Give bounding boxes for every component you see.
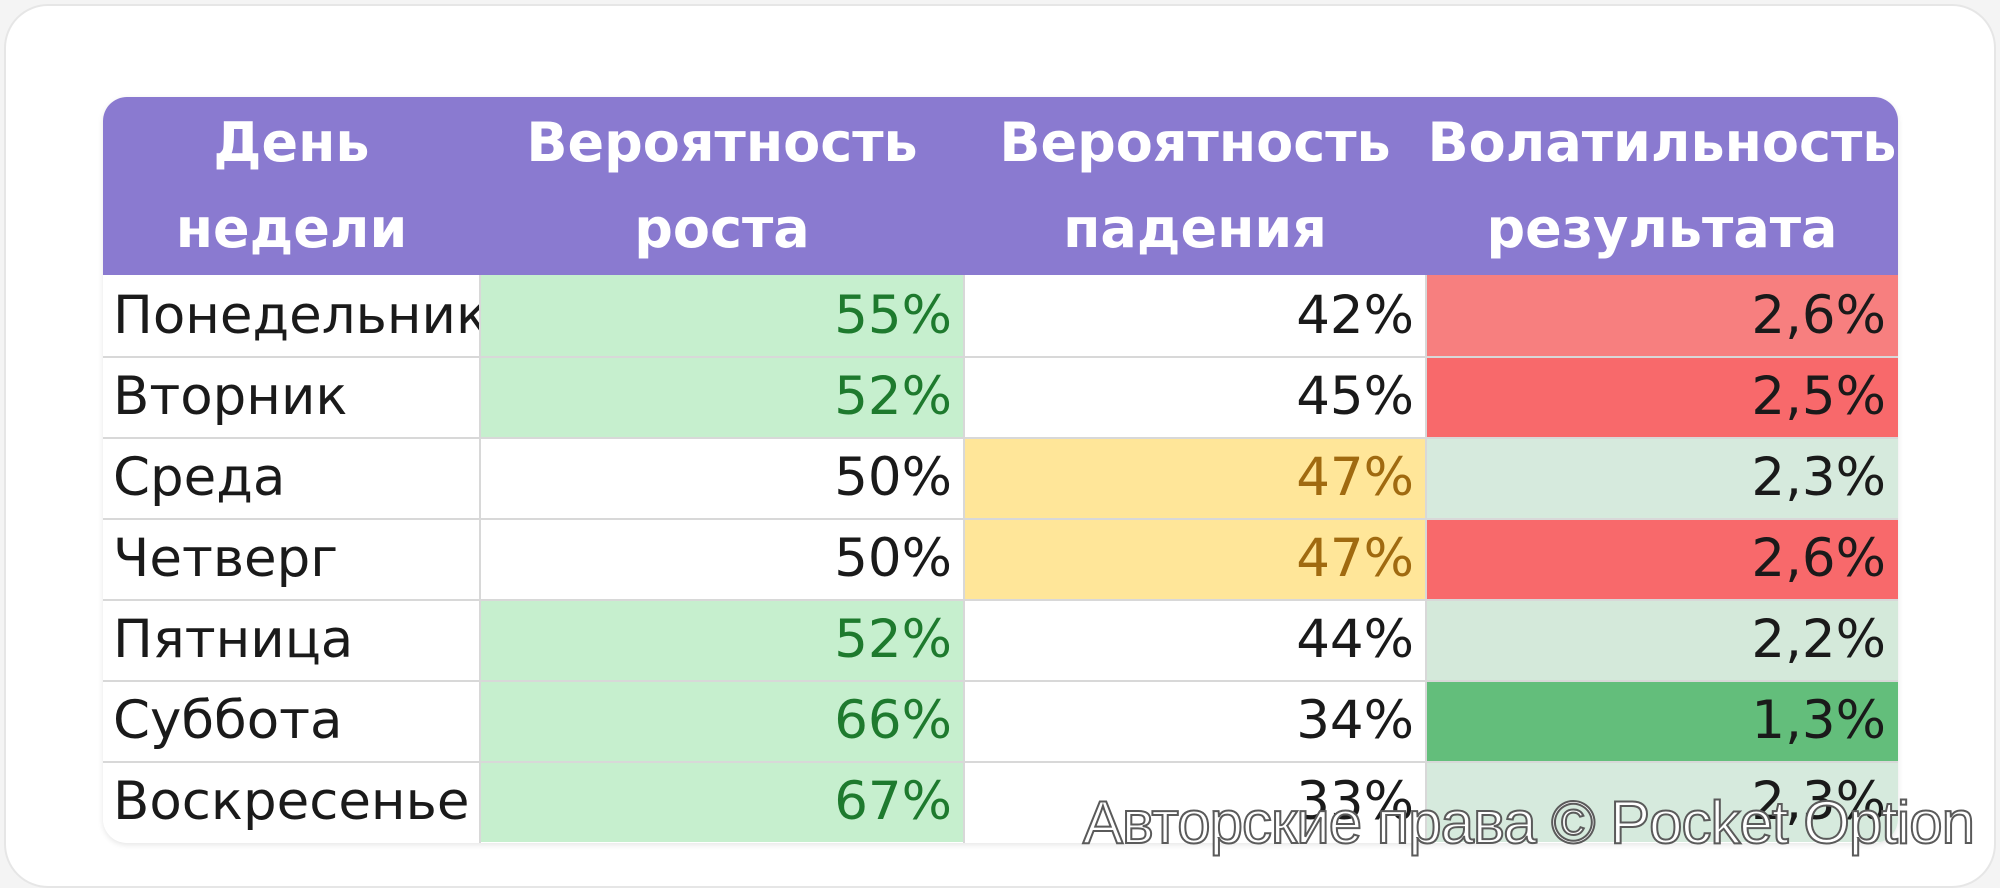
header-volatility: Волатильность результата [1426,97,1898,275]
column-divider [479,275,481,843]
column-divider [1425,275,1427,843]
cell-day: Среда [103,437,480,518]
cell-vol: 1,3% [1426,680,1898,761]
row-divider [103,761,1898,763]
header-rise: Вероятность роста [480,97,964,275]
cell-rise: 55% [480,275,964,356]
cell-rise: 66% [480,680,964,761]
row-divider [103,437,1898,439]
cell-day: Пятница [103,599,480,680]
header-volatility-line2: результата [1486,197,1838,260]
copyright-watermark: Авторские права © Pocket Option [1082,788,1976,857]
cell-fall: 33% [964,761,1426,842]
cell-day: Вторник [103,356,480,437]
cell-rise: 50% [480,437,964,518]
header-fall-line1: Вероятность [999,111,1391,174]
header-rise-line1: Вероятность [526,111,918,174]
cell-vol: 2,3% [1426,437,1898,518]
cell-vol: 2,6% [1426,275,1898,356]
cell-vol: 2,5% [1426,356,1898,437]
cell-rise: 50% [480,518,964,599]
weekday-stats-table: День недели Вероятность роста Вероятность п… [103,97,1898,843]
column-divider [963,275,965,843]
cell-rise: 52% [480,599,964,680]
header-fall: Вероятность падения [964,97,1426,275]
cell-vol: 2,3% [1426,761,1898,842]
table-row: Понедельник 55% 42% 2,6% [103,275,1898,356]
cell-rise: 67% [480,761,964,842]
cell-fall: 34% [964,680,1426,761]
cell-rise: 52% [480,356,964,437]
cell-fall: 47% [964,518,1426,599]
row-divider [103,599,1898,601]
header-rise-line2: роста [634,197,810,260]
table-row: Вторник 52% 45% 2,5% [103,356,1898,437]
header-day-line2: недели [175,197,408,260]
cell-fall: 47% [964,437,1426,518]
table-row: Среда 50% 47% 2,3% [103,437,1898,518]
cell-vol: 2,2% [1426,599,1898,680]
cell-day: Воскресенье [103,761,480,842]
header-day: День недели [103,97,480,275]
cell-day: Суббота [103,680,480,761]
table-row: Пятница 52% 44% 2,2% [103,599,1898,680]
cell-day: Четверг [103,518,480,599]
cell-day: Понедельник [103,275,488,356]
row-divider [103,680,1898,682]
cell-fall: 45% [964,356,1426,437]
header-fall-line2: падения [1063,197,1327,260]
cell-vol: 2,6% [1426,518,1898,599]
table-row: Воскресенье 67% 33% 2,3% [103,761,1898,842]
header-day-line1: День [213,111,370,174]
row-divider [103,356,1898,358]
cell-fall: 44% [964,599,1426,680]
cell-fall: 42% [964,275,1426,356]
row-divider [103,518,1898,520]
table-row: Суббота 66% 34% 1,3% [103,680,1898,761]
header-volatility-line1: Волатильность [1427,111,1897,174]
table-header: День недели Вероятность роста Вероятность п… [103,97,1898,275]
table-row: Четверг 50% 47% 2,6% [103,518,1898,599]
